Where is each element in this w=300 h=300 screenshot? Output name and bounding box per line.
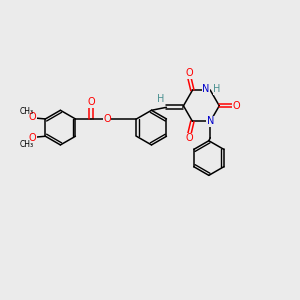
Text: N: N bbox=[202, 84, 210, 94]
Text: O: O bbox=[87, 97, 95, 107]
Text: H: H bbox=[158, 94, 165, 104]
Text: CH₃: CH₃ bbox=[19, 140, 33, 148]
Text: H: H bbox=[213, 84, 221, 94]
Text: O: O bbox=[232, 101, 240, 111]
Text: O: O bbox=[28, 112, 36, 122]
Text: N: N bbox=[207, 116, 214, 126]
Text: O: O bbox=[186, 133, 193, 143]
Text: O: O bbox=[103, 114, 111, 124]
Text: O: O bbox=[186, 68, 193, 78]
Text: CH₃: CH₃ bbox=[19, 107, 33, 116]
Text: O: O bbox=[28, 133, 36, 143]
